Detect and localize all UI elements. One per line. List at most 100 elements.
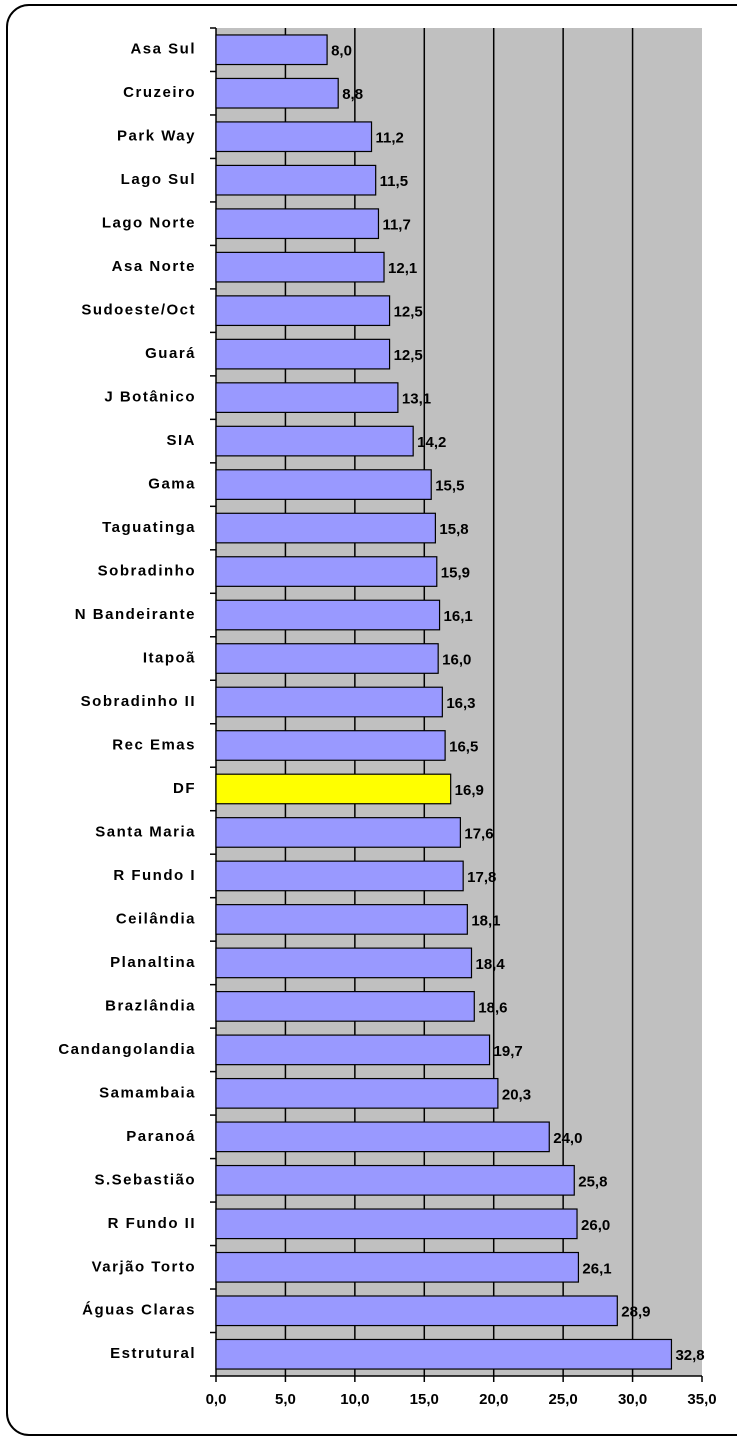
y-tick-label: Guará (145, 345, 196, 362)
value-label: 16,0 (442, 651, 471, 668)
value-label: 8,8 (342, 86, 363, 103)
bar (215, 425, 414, 457)
bar (215, 817, 461, 848)
y-tick-label: Planaltina (110, 954, 196, 971)
bar (215, 1208, 578, 1240)
bar (215, 904, 468, 935)
bar (215, 295, 391, 327)
value-label: 11,2 (376, 130, 404, 147)
x-tick-label: 35,0 (687, 1391, 716, 1408)
x-tick-label: 20,0 (479, 1391, 508, 1408)
y-tick-label: DF (173, 780, 196, 797)
x-tick-label: 15,0 (410, 1391, 439, 1408)
value-label: 20,3 (502, 1086, 531, 1103)
value-label: 16,1 (444, 608, 473, 625)
value-label: 16,5 (449, 738, 478, 755)
value-label: 19,7 (494, 1043, 523, 1060)
y-tick-label: Sobradinho II (81, 693, 196, 710)
value-label: 13,1 (402, 391, 431, 408)
value-label: 12,1 (388, 260, 417, 277)
y-tick-label: Rec Emas (112, 736, 196, 753)
value-label: 32,8 (675, 1347, 704, 1364)
bar (215, 469, 432, 500)
value-label: 15,9 (441, 565, 470, 582)
value-label: 18,4 (475, 956, 505, 973)
bar (215, 599, 441, 631)
bar (215, 643, 439, 674)
value-label: 11,7 (382, 217, 410, 234)
y-tick-label: Ceilândia (116, 910, 196, 927)
bar (215, 1034, 491, 1066)
bar (215, 1338, 673, 1370)
bar (215, 34, 328, 66)
bar (215, 1164, 575, 1196)
y-tick-label: Varjão Torto (92, 1258, 196, 1275)
y-tick-label: Lago Sul (121, 171, 196, 188)
bar (215, 686, 443, 718)
value-label: 12,5 (394, 347, 423, 364)
bar (215, 512, 436, 544)
value-label: 15,8 (439, 521, 468, 538)
value-label: 17,8 (467, 869, 496, 886)
bar (215, 251, 385, 283)
y-tick-label: SIA (166, 432, 196, 449)
y-tick-label: R Fundo I (113, 867, 196, 884)
bar (215, 773, 452, 805)
x-tick-label: 10,0 (340, 1391, 369, 1408)
value-label: 18,6 (478, 999, 507, 1016)
y-tick-label: Samambaia (99, 1084, 196, 1101)
bar (215, 860, 464, 892)
y-tick-label: Gama (148, 476, 196, 493)
y-tick-label: Candangolandia (58, 1041, 196, 1058)
value-label: 24,0 (553, 1130, 582, 1147)
value-label: 25,8 (578, 1173, 607, 1190)
y-tick-label: Itapoã (143, 649, 196, 666)
y-tick-label: S.Sebastião (94, 1171, 196, 1188)
y-tick-label: Águas Claras (82, 1302, 196, 1319)
bar (215, 121, 373, 153)
bar (215, 164, 377, 196)
value-label: 26,0 (581, 1217, 610, 1234)
y-tick-label: Sudoeste/Oct (81, 302, 196, 319)
y-tick-label: Taguatinga (102, 519, 196, 536)
value-label: 15,5 (435, 478, 464, 495)
value-label: 8,0 (331, 43, 352, 60)
value-label: 17,6 (464, 825, 493, 842)
bar (215, 338, 391, 370)
value-label: 28,9 (621, 1304, 650, 1321)
x-tick-label: 30,0 (618, 1391, 647, 1408)
y-tick-label: Park Way (117, 128, 196, 145)
y-tick-label: Lago Norte (102, 215, 196, 232)
x-tick-label: 25,0 (549, 1391, 578, 1408)
bar (215, 1251, 580, 1283)
x-tick-label: 0,0 (206, 1391, 227, 1408)
y-tick-label: J Botânico (104, 389, 196, 406)
bar (215, 1295, 618, 1327)
bar (215, 556, 438, 587)
value-label: 14,2 (417, 434, 446, 451)
y-tick-label: N Bandeirante (75, 606, 196, 623)
y-tick-label: Santa Maria (95, 823, 196, 840)
y-tick-label: R Fundo II (108, 1215, 196, 1232)
value-label: 11,5 (380, 173, 408, 190)
value-label: 16,9 (455, 782, 484, 799)
bar (215, 1121, 550, 1153)
bar (215, 991, 475, 1022)
y-tick-label: Paranoá (126, 1128, 196, 1145)
value-label: 26,1 (582, 1260, 611, 1277)
bar (215, 947, 473, 979)
x-tick-label: 5,0 (275, 1391, 296, 1408)
bar (215, 382, 399, 413)
y-tick-label: Cruzeiro (123, 84, 196, 101)
bar (215, 1077, 499, 1109)
y-tick-label: Sobradinho (98, 563, 196, 580)
bar (215, 208, 380, 240)
y-tick-label: Asa Sul (130, 41, 196, 58)
y-tick-label: Brazlândia (105, 997, 196, 1014)
value-label: 12,5 (394, 304, 423, 321)
y-tick-label: Asa Norte (112, 258, 196, 275)
y-tick-label: Estrutural (110, 1345, 196, 1362)
value-label: 16,3 (446, 695, 475, 712)
bar (215, 77, 339, 109)
